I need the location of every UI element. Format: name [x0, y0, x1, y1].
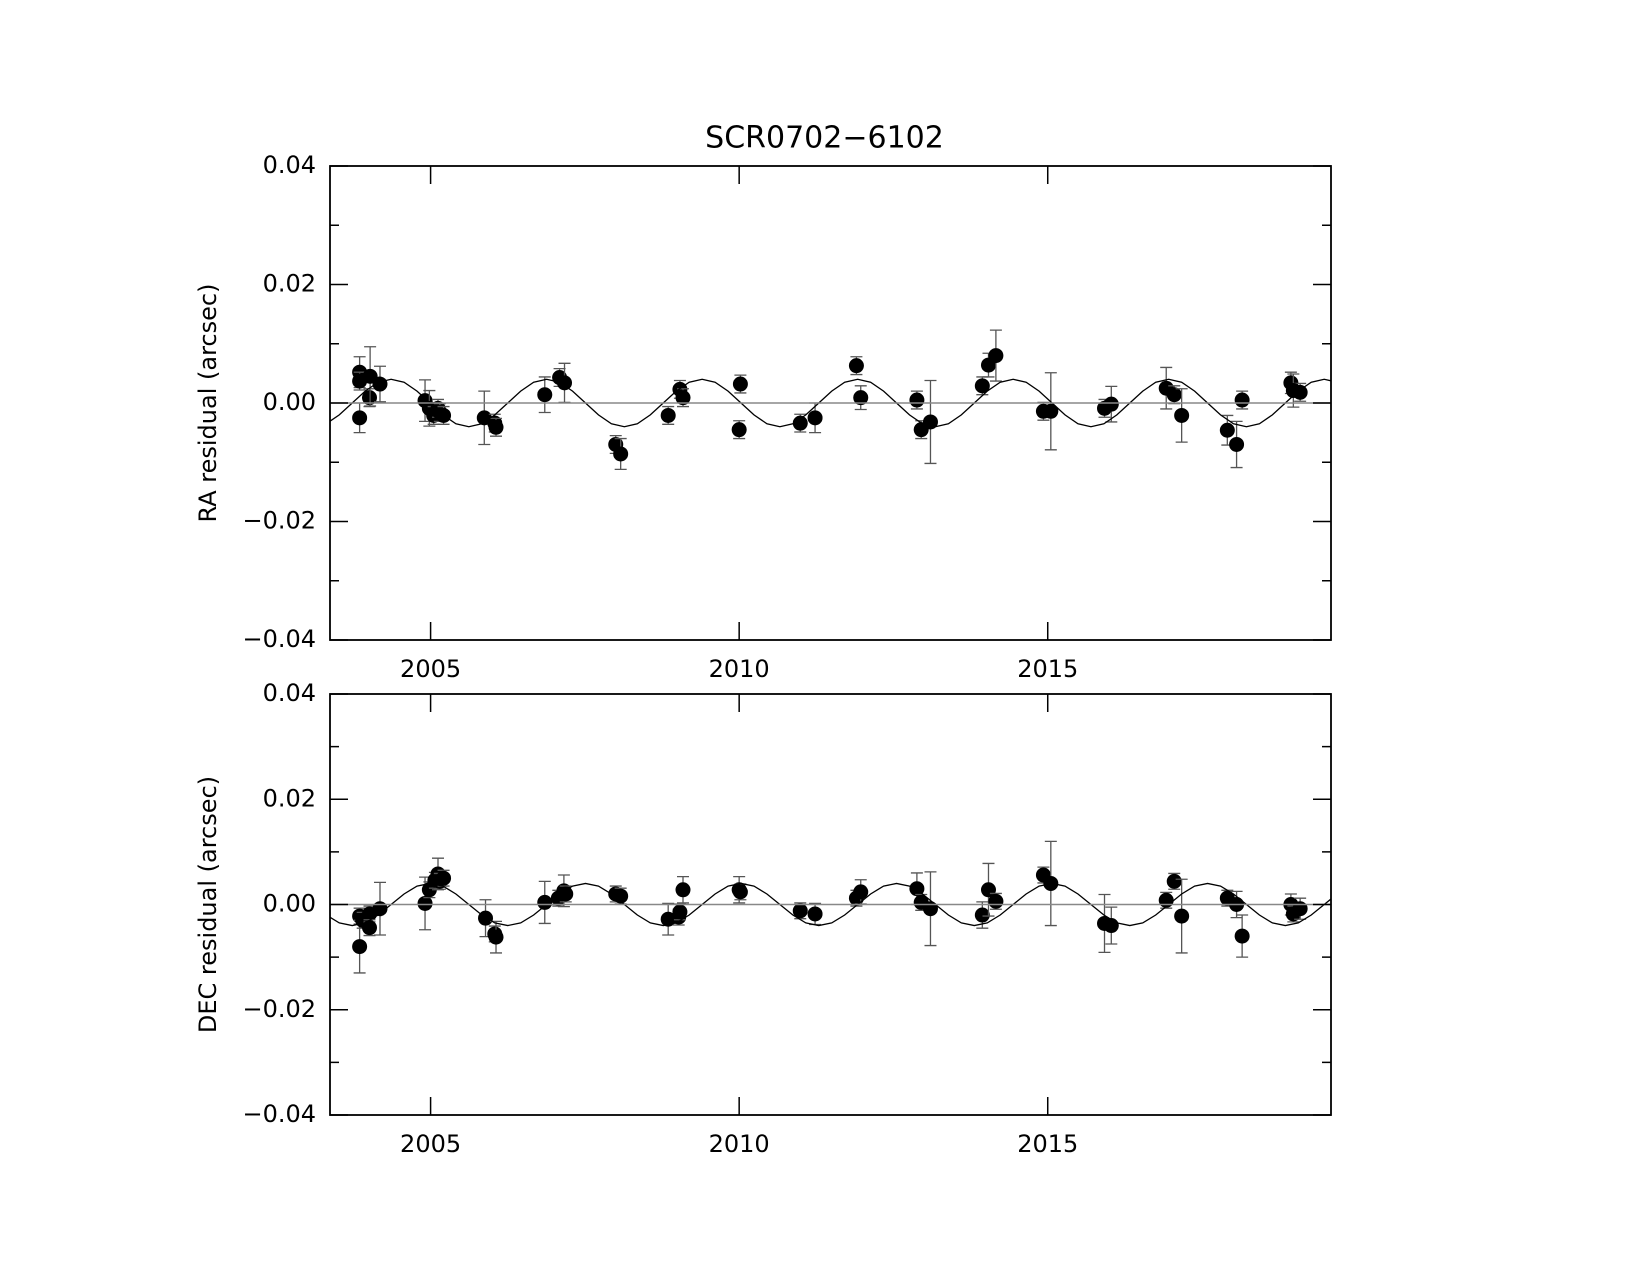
- plot-area: [330, 840, 1331, 974]
- y-tick-label: −0.04: [242, 625, 316, 653]
- data-point: [974, 378, 990, 394]
- data-point: [1166, 873, 1182, 889]
- data-point: [372, 376, 388, 392]
- y-tick-label: 0.00: [263, 890, 316, 918]
- y-tick-label: 0.02: [263, 270, 316, 298]
- data-point: [675, 882, 691, 898]
- data-point: [352, 410, 368, 426]
- y-axis-label: RA residual (arcsec): [194, 284, 222, 523]
- data-point: [792, 415, 808, 431]
- data-point: [988, 893, 1004, 909]
- data-point: [1174, 407, 1190, 423]
- data-point: [853, 390, 869, 406]
- chart-title: SCR0702−6102: [705, 121, 944, 156]
- data-point: [1174, 908, 1190, 924]
- x-tick-label: 2015: [1017, 1130, 1078, 1158]
- data-point: [1219, 422, 1235, 438]
- data-point: [807, 410, 823, 426]
- x-tick-label: 2010: [709, 1130, 770, 1158]
- data-point: [909, 392, 925, 408]
- data-point: [1043, 403, 1059, 419]
- data-point: [1158, 892, 1174, 908]
- data-point: [417, 895, 433, 911]
- data-point: [807, 906, 823, 922]
- data-point: [675, 390, 691, 406]
- data-point: [1229, 436, 1245, 452]
- data-point: [557, 375, 573, 391]
- y-axis-label: DEC residual (arcsec): [194, 776, 222, 1033]
- data-point: [792, 903, 808, 919]
- data-point: [537, 387, 553, 403]
- data-point: [1234, 392, 1250, 408]
- data-point: [361, 920, 377, 936]
- data-point: [853, 884, 869, 900]
- y-tick-label: 0.04: [263, 151, 316, 179]
- y-tick-label: 0.00: [263, 388, 316, 416]
- data-point: [732, 376, 748, 392]
- data-point: [660, 407, 676, 423]
- data-point: [1285, 383, 1301, 399]
- y-tick-label: −0.04: [242, 1100, 316, 1128]
- plot-frame: [329, 693, 1332, 1116]
- data-point: [988, 348, 1004, 364]
- x-tick-label: 2005: [400, 1130, 461, 1158]
- data-point: [922, 414, 938, 430]
- data-point: [974, 907, 990, 923]
- x-tick-label: 2005: [400, 655, 461, 683]
- y-tick-label: −0.02: [242, 507, 316, 535]
- data-point: [1166, 387, 1182, 403]
- data-point: [537, 894, 553, 910]
- fit-line: [330, 378, 1331, 428]
- plot-area: [330, 329, 1331, 471]
- data-point: [1103, 918, 1119, 934]
- y-tick-label: −0.02: [242, 995, 316, 1023]
- data-point: [436, 870, 452, 886]
- x-tick-label: 2010: [709, 655, 770, 683]
- data-point: [488, 419, 504, 435]
- data-point: [1234, 928, 1250, 944]
- data-point: [613, 888, 629, 904]
- x-tick-label: 2015: [1017, 655, 1078, 683]
- data-point: [922, 901, 938, 917]
- data-point: [352, 939, 368, 955]
- data-point: [731, 422, 747, 438]
- data-point: [1103, 396, 1119, 412]
- data-point: [488, 929, 504, 945]
- data-point: [613, 446, 629, 462]
- data-point: [558, 886, 574, 902]
- data-point: [672, 904, 688, 920]
- plot-frame: [329, 165, 1332, 641]
- data-point: [848, 358, 864, 374]
- data-point: [1292, 901, 1308, 917]
- data-point: [732, 884, 748, 900]
- y-tick-label: 0.02: [263, 784, 316, 812]
- y-tick-label: 0.04: [263, 679, 316, 707]
